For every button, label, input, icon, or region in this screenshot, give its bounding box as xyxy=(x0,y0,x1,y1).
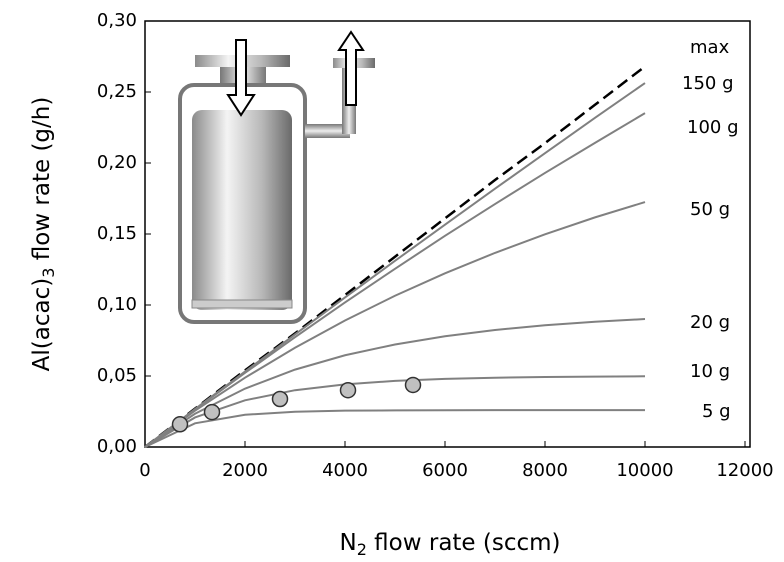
x-tick-label: 4000 xyxy=(322,460,368,481)
x-axis-title: N2 flow rate (sccm) xyxy=(339,530,560,559)
data-point xyxy=(203,403,221,421)
y-axis-title: Al(acac)3 flow rate (g/h) xyxy=(29,97,58,372)
series-line xyxy=(144,375,646,448)
x-axis-title-sub: 2 xyxy=(357,540,367,559)
cylinder xyxy=(192,110,292,310)
series-line xyxy=(144,112,646,448)
inlet-arrow xyxy=(226,39,256,117)
x-tick-label: 8000 xyxy=(522,460,568,481)
data-point xyxy=(339,381,357,399)
y-axis-title-sub: 3 xyxy=(39,268,58,278)
outlet-arrow xyxy=(337,30,365,106)
y-tick-label: 0,30 xyxy=(97,10,137,31)
series-label: 10 g xyxy=(690,361,730,382)
base xyxy=(191,299,293,309)
outlet-pipe xyxy=(305,124,350,138)
x-tick-label: 10000 xyxy=(616,460,673,481)
bubbler-illustration xyxy=(178,30,375,324)
data-point xyxy=(404,376,422,394)
series-label: 50 g xyxy=(690,199,730,220)
y-axis-title-rest: flow rate (g/h) xyxy=(29,97,55,268)
series-line xyxy=(144,201,646,448)
data-point xyxy=(171,416,189,433)
data-point xyxy=(271,390,289,408)
y-tick-label: 0,20 xyxy=(97,152,137,173)
x-tick-label: 12000 xyxy=(716,460,773,481)
series-line xyxy=(144,318,646,448)
series-label: 100 g xyxy=(687,117,739,138)
y-axis-title-main: Al(acac) xyxy=(29,278,55,372)
y-tick-label: 0,25 xyxy=(97,81,137,102)
x-axis-title-rest: flow rate (sccm) xyxy=(367,530,561,556)
y-tick-label: 0,10 xyxy=(97,294,137,315)
series-line xyxy=(144,409,645,448)
y-tick-label: 0,15 xyxy=(97,223,137,244)
series-label: 20 g xyxy=(690,312,730,333)
series-label: 5 g xyxy=(702,401,731,422)
series-label: max xyxy=(690,37,730,58)
x-tick-label: 0 xyxy=(139,460,150,481)
x-tick-label: 2000 xyxy=(222,460,268,481)
x-tick-label: 6000 xyxy=(422,460,468,481)
y-tick-label: 0,05 xyxy=(97,365,137,386)
y-tick-label: 0,00 xyxy=(97,436,137,457)
x-axis-title-main: N xyxy=(339,530,356,556)
series-label: 150 g xyxy=(682,73,734,94)
series-line xyxy=(144,65,646,448)
